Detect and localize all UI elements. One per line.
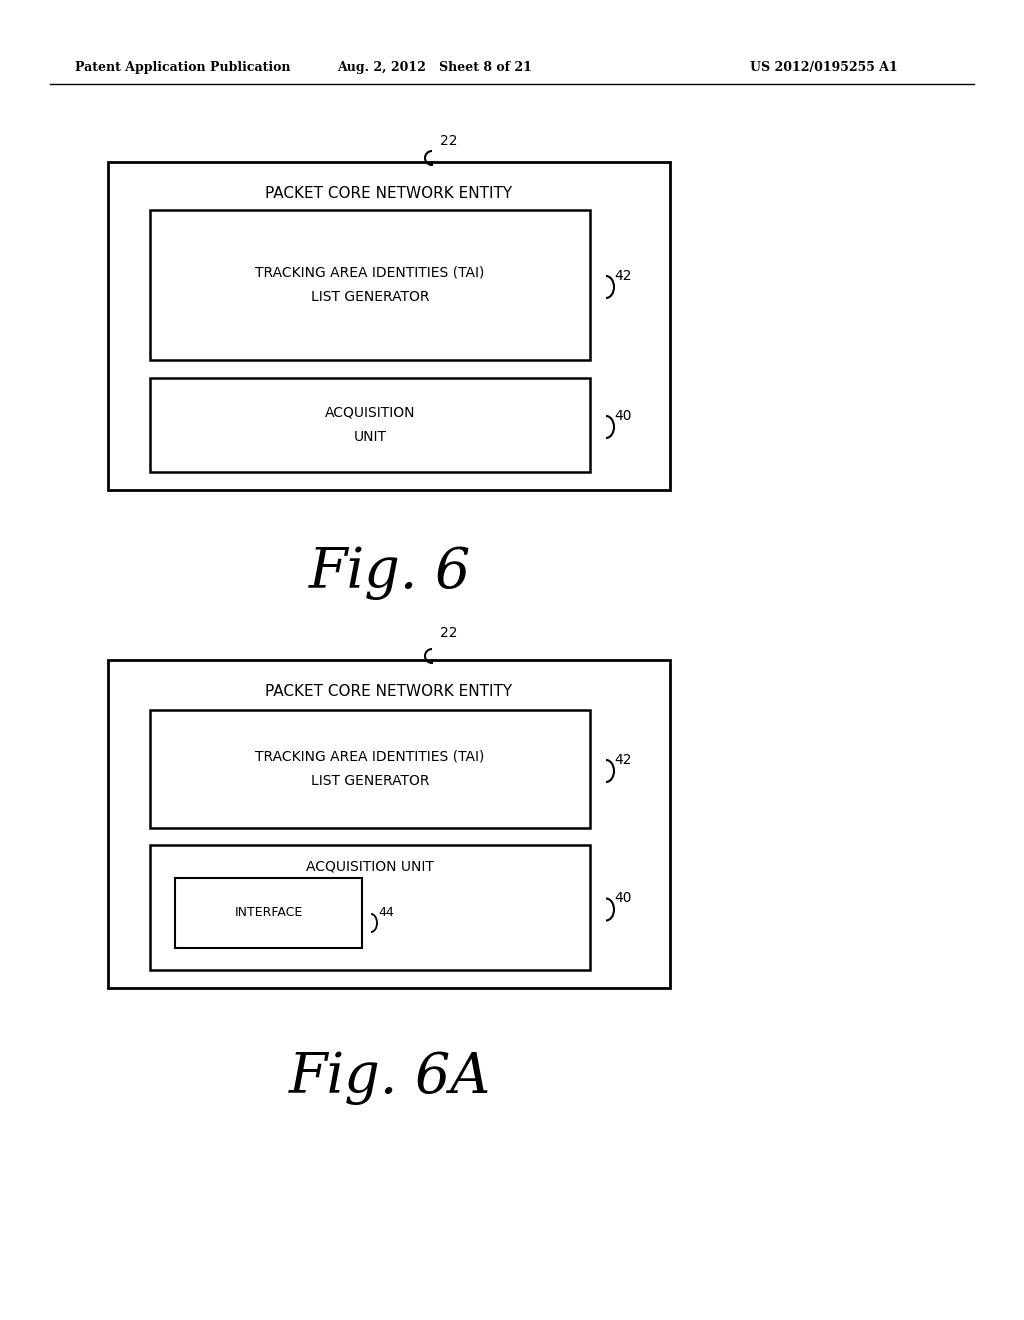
Text: TRACKING AREA IDENTITIES (TAI): TRACKING AREA IDENTITIES (TAI) (255, 267, 484, 280)
Text: PACKET CORE NETWORK ENTITY: PACKET CORE NETWORK ENTITY (265, 685, 513, 700)
Bar (108, 660, 670, 987)
Text: PACKET CORE NETWORK ENTITY: PACKET CORE NETWORK ENTITY (265, 186, 513, 202)
Text: 22: 22 (440, 626, 458, 640)
Text: Fig. 6: Fig. 6 (309, 545, 471, 599)
Text: TRACKING AREA IDENTITIES (TAI): TRACKING AREA IDENTITIES (TAI) (255, 750, 484, 764)
Bar (108, 162, 670, 490)
Bar (150, 210, 590, 360)
Text: ACQUISITION: ACQUISITION (325, 407, 416, 420)
Text: 40: 40 (614, 891, 632, 906)
Text: Aug. 2, 2012   Sheet 8 of 21: Aug. 2, 2012 Sheet 8 of 21 (338, 62, 532, 74)
Text: ACQUISITION UNIT: ACQUISITION UNIT (306, 861, 434, 874)
Bar (150, 378, 590, 473)
Text: 42: 42 (614, 269, 632, 282)
Text: LIST GENERATOR: LIST GENERATOR (310, 290, 429, 304)
Bar (175, 878, 362, 948)
Text: 40: 40 (614, 409, 632, 422)
Text: UNIT: UNIT (353, 430, 386, 444)
Text: 44: 44 (378, 907, 394, 920)
Bar (150, 710, 590, 828)
Text: INTERFACE: INTERFACE (234, 907, 303, 920)
Text: 22: 22 (440, 135, 458, 148)
Text: 42: 42 (614, 752, 632, 767)
Text: Fig. 6A: Fig. 6A (289, 1049, 492, 1105)
Text: US 2012/0195255 A1: US 2012/0195255 A1 (750, 62, 898, 74)
Bar (150, 845, 590, 970)
Text: Patent Application Publication: Patent Application Publication (75, 62, 291, 74)
Text: LIST GENERATOR: LIST GENERATOR (310, 774, 429, 788)
